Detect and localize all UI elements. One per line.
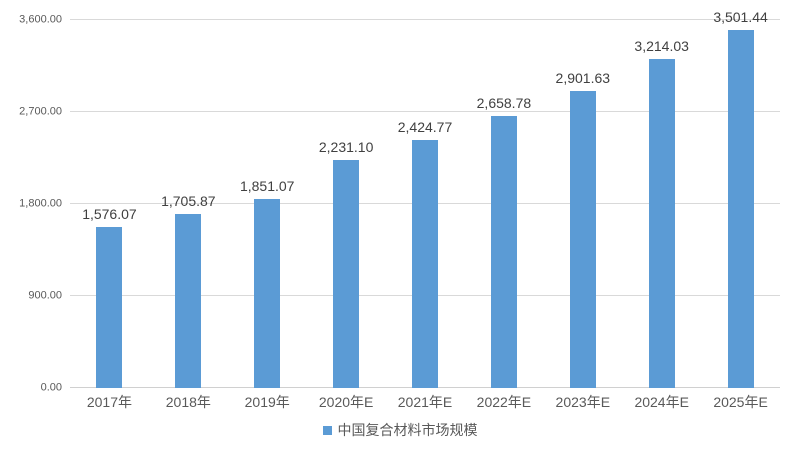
gridline <box>70 111 780 112</box>
bar-value-label: 3,501.44 <box>713 9 768 26</box>
y-tick-label: 2,700.00 <box>19 105 62 118</box>
x-tick-label: 2022年E <box>476 394 532 410</box>
y-axis: 0.00 900.00 1,800.00 2,700.00 3,600.00 <box>0 14 62 393</box>
bar-slot: 1,576.07 <box>70 20 149 388</box>
bar-2020年E <box>333 159 360 388</box>
plot-area: 1,576.07 1,705.87 1,851.07 2,231.10 2,424.77… <box>70 9 780 388</box>
x-tick-label: 2025年E <box>713 394 768 410</box>
bar-slot: 3,501.44 <box>701 9 780 388</box>
bar-slot: 1,705.87 <box>149 20 228 388</box>
x-tick-label: 2020年E <box>318 394 374 410</box>
bar-2025年E <box>727 30 754 388</box>
x-tick-label: 2023年E <box>555 394 611 410</box>
y-tick-label: 900.00 <box>28 289 62 302</box>
bar-slot: 2,901.63 <box>543 20 622 388</box>
x-tick-label: 2018年 <box>165 394 211 410</box>
bar-value-label: 1,576.07 <box>82 205 137 222</box>
bar-2024年E <box>648 59 675 388</box>
bar-2023年E <box>569 91 596 388</box>
bar-value-label: 1,851.07 <box>239 177 295 194</box>
bar-value-label: 2,901.63 <box>555 70 611 87</box>
y-tick-label: 1,800.00 <box>19 197 62 210</box>
bar-slot: 2,231.10 <box>307 20 386 388</box>
bar-2019年 <box>254 198 281 388</box>
y-tick-label: 0.00 <box>40 381 62 394</box>
bar-slot: 3,214.03 <box>622 20 701 388</box>
gridline <box>70 19 780 20</box>
bar-2017年 <box>96 226 123 388</box>
bar-value-label: 3,214.03 <box>634 38 689 55</box>
legend-marker-icon <box>322 425 332 435</box>
legend-label: 中国复合材料市场规模 <box>337 422 478 438</box>
legend: 中国复合材料市场规模 <box>0 420 800 440</box>
bar-value-label: 1,705.87 <box>161 192 216 209</box>
x-tick-label: 2017年 <box>86 394 133 410</box>
bar-slot: 2,658.78 <box>464 20 543 388</box>
bar-slot: 1,851.07 <box>228 20 307 388</box>
x-axis: 2017年 2018年 2019年 2020年E 2021年E 2022年E 2023年E 2… <box>70 392 780 412</box>
bar-2018年 <box>175 213 202 388</box>
bar-value-label: 2,424.77 <box>397 119 453 136</box>
x-tick-label: 2019年 <box>244 394 290 410</box>
y-tick-label: 3,600.00 <box>19 13 62 26</box>
bar-value-label: 2,231.10 <box>318 138 374 155</box>
x-tick-label: 2024年E <box>634 394 689 410</box>
bar-value-label: 2,658.78 <box>476 95 532 112</box>
bar-slot: 2,424.77 <box>386 20 465 388</box>
bar-2021年E <box>412 140 438 388</box>
x-tick-label: 2021年E <box>397 394 453 410</box>
bar-2022年E <box>490 116 517 388</box>
bar-series: 1,576.07 1,705.87 1,851.07 2,231.10 2,424.77… <box>70 9 780 388</box>
